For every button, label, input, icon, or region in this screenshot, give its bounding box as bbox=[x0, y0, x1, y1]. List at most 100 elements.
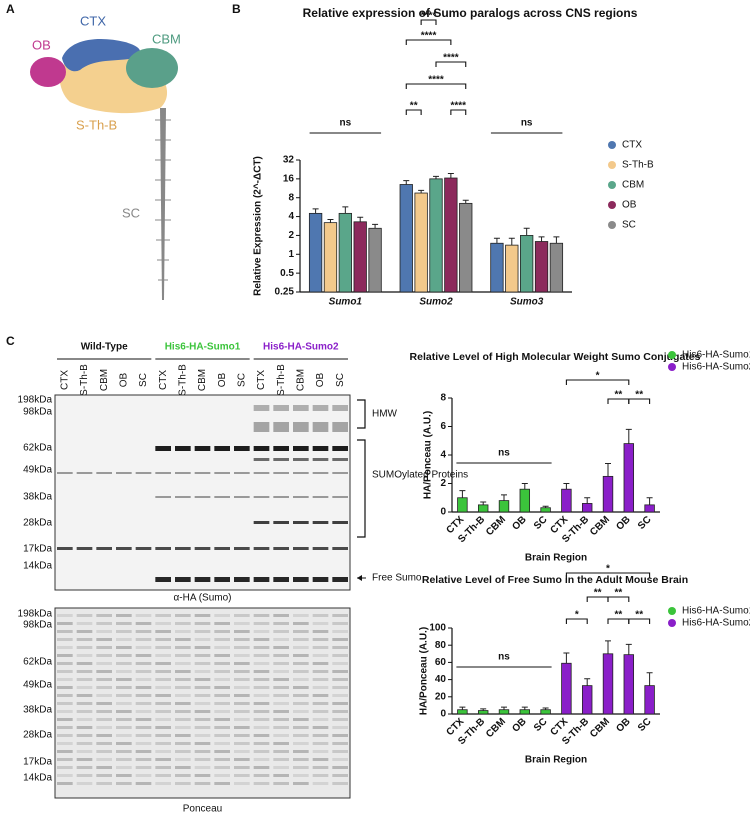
ponceau-band bbox=[155, 678, 171, 681]
error-bar bbox=[646, 497, 653, 505]
ponceau-band bbox=[234, 670, 250, 673]
x-tick-label: OB bbox=[510, 514, 528, 532]
y-tick-label: 40 bbox=[435, 674, 447, 685]
ponceau-band bbox=[253, 702, 270, 705]
ponceau-band bbox=[96, 734, 112, 737]
ponceau-band bbox=[194, 734, 211, 737]
ponceau-band bbox=[214, 710, 230, 713]
ponceau-band bbox=[253, 718, 270, 721]
legend-label: CBM bbox=[622, 180, 644, 191]
ponceau-band bbox=[214, 782, 230, 785]
legend-swatch bbox=[608, 201, 616, 209]
ponceau-band bbox=[76, 766, 93, 769]
ponceau-band bbox=[234, 638, 250, 641]
bar bbox=[477, 710, 489, 715]
ponceau-band bbox=[214, 774, 230, 777]
significance-label: * bbox=[606, 564, 610, 575]
error-bar bbox=[584, 678, 591, 686]
ponceau-band bbox=[253, 686, 270, 689]
ponceau-band bbox=[253, 678, 270, 681]
marker-label: 62kDa bbox=[23, 657, 52, 668]
ponceau-band bbox=[155, 702, 171, 705]
blot-band bbox=[57, 472, 73, 474]
ponceau-band bbox=[76, 622, 93, 625]
ponceau-band bbox=[312, 734, 329, 737]
blot-band bbox=[312, 577, 329, 582]
ponceau-band bbox=[312, 678, 329, 681]
ponceau-band bbox=[175, 670, 191, 673]
marker-label: 14kDa bbox=[23, 561, 52, 572]
ponceau-band bbox=[57, 710, 73, 713]
blot-band bbox=[135, 472, 152, 474]
bar bbox=[429, 178, 443, 293]
blot-band bbox=[332, 547, 348, 550]
bar bbox=[602, 653, 614, 715]
ponceau-band bbox=[135, 662, 152, 665]
significance-label: **** bbox=[428, 75, 444, 86]
bar bbox=[323, 222, 338, 293]
lane-label: S-Th-B bbox=[177, 364, 188, 396]
ponceau-band bbox=[96, 742, 112, 745]
bar bbox=[490, 242, 504, 293]
ponceau-band bbox=[76, 646, 93, 649]
blot-band bbox=[253, 521, 270, 524]
ponceau-band bbox=[96, 670, 112, 673]
ponceau-band bbox=[76, 670, 93, 673]
ponceau-band bbox=[293, 622, 309, 625]
bar bbox=[353, 221, 367, 293]
error-bar bbox=[501, 706, 507, 710]
ponceau-band bbox=[214, 734, 230, 737]
blot-band bbox=[312, 458, 329, 461]
significance-bracket bbox=[565, 618, 588, 624]
significance-label: ** bbox=[615, 588, 623, 599]
error-bar bbox=[563, 652, 570, 664]
lane-label: OB bbox=[315, 372, 326, 387]
marker-label: 28kDa bbox=[23, 518, 52, 529]
ponceau-band bbox=[332, 766, 348, 769]
error-bar bbox=[418, 189, 425, 194]
ponceau-band bbox=[273, 630, 289, 633]
bar bbox=[623, 443, 635, 513]
ponceau-band bbox=[57, 646, 73, 649]
ponceau-band bbox=[57, 782, 73, 785]
blot-band bbox=[332, 405, 348, 411]
legend-label: His6-HA-Sumo1 bbox=[682, 350, 750, 361]
ponceau-band bbox=[312, 638, 329, 641]
ponceau-band bbox=[332, 670, 348, 673]
ponceau-band bbox=[234, 718, 250, 721]
x-tick-label: Sumo1 bbox=[329, 297, 363, 308]
ponceau-band bbox=[76, 718, 93, 721]
ponceau-band bbox=[293, 782, 309, 785]
blot-band bbox=[214, 446, 230, 451]
blot-band bbox=[332, 577, 348, 582]
blot-band bbox=[214, 496, 230, 498]
bar bbox=[540, 507, 551, 513]
ponceau-band bbox=[116, 742, 132, 745]
marker-label: 28kDa bbox=[23, 730, 52, 741]
bar bbox=[457, 497, 468, 513]
error-bar bbox=[521, 483, 528, 490]
blot-band bbox=[273, 405, 289, 411]
ponceau-band bbox=[312, 630, 329, 633]
marker-label: 49kDa bbox=[23, 465, 52, 476]
ponceau-band bbox=[116, 726, 132, 729]
ponceau-band bbox=[312, 646, 329, 649]
ponceau-band bbox=[253, 742, 270, 745]
chart-title: Relative expression of Sumo paralogs acr… bbox=[303, 6, 638, 20]
blot-band bbox=[155, 496, 171, 498]
blot-band bbox=[253, 577, 270, 582]
error-bar bbox=[584, 497, 591, 504]
blot-band bbox=[312, 446, 329, 451]
blot-band bbox=[293, 422, 309, 432]
ponceau-band bbox=[135, 686, 152, 689]
ponceau-band bbox=[293, 638, 309, 641]
ponceau-band bbox=[293, 646, 309, 649]
legend-label: His6-HA-Sumo2 bbox=[682, 362, 750, 373]
ponceau-band bbox=[214, 694, 230, 697]
ponceau-band bbox=[57, 630, 73, 633]
ponceau-band bbox=[155, 758, 171, 761]
ponceau-band bbox=[332, 654, 348, 657]
legend-swatch bbox=[668, 351, 676, 359]
bar bbox=[338, 212, 352, 293]
error-bar bbox=[459, 706, 466, 710]
